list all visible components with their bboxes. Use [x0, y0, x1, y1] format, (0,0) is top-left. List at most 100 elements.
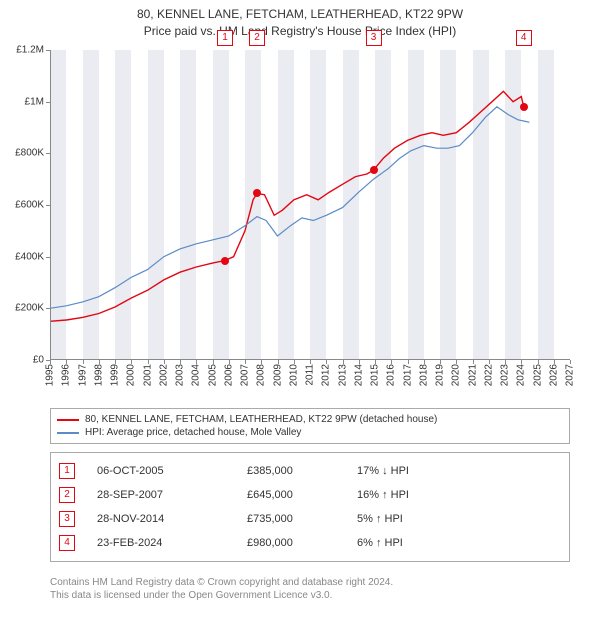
sale-flag: 3	[366, 30, 382, 46]
transaction-price: £735,000	[247, 513, 357, 525]
x-tick-mark	[196, 360, 197, 364]
footer-note: Contains HM Land Registry data © Crown c…	[50, 576, 570, 602]
x-tick-label: 2019	[435, 364, 446, 386]
x-tick-mark	[131, 360, 132, 364]
x-tick-mark	[99, 360, 100, 364]
x-tick-mark	[538, 360, 539, 364]
axis-border	[50, 50, 570, 360]
transaction-price: £645,000	[247, 489, 357, 501]
y-tick-label: £1M	[4, 96, 44, 107]
x-tick-label: 2009	[272, 364, 283, 386]
x-tick-mark	[424, 360, 425, 364]
transaction-date: 06-OCT-2005	[97, 465, 247, 477]
transaction-row: 4 23-FEB-2024£980,0006% ↑ HPI	[57, 531, 563, 555]
footer-line-2: This data is licensed under the Open Gov…	[50, 589, 570, 602]
x-tick-label: 2001	[142, 364, 153, 386]
x-tick-mark	[521, 360, 522, 364]
transaction-date: 28-SEP-2007	[97, 489, 247, 501]
legend-label: 80, KENNEL LANE, FETCHAM, LEATHERHEAD, K…	[85, 414, 437, 425]
x-tick-mark	[505, 360, 506, 364]
x-tick-label: 1998	[93, 364, 104, 386]
x-tick-mark	[570, 360, 571, 364]
y-tick-label: £1.2M	[4, 45, 44, 56]
x-tick-mark	[440, 360, 441, 364]
x-tick-label: 2013	[337, 364, 348, 386]
legend-row: 80, KENNEL LANE, FETCHAM, LEATHERHEAD, K…	[57, 413, 563, 426]
legend-row: HPI: Average price, detached house, Mole…	[57, 426, 563, 439]
x-tick-mark	[229, 360, 230, 364]
transaction-price: £385,000	[247, 465, 357, 477]
x-tick-label: 2014	[353, 364, 364, 386]
x-tick-mark	[180, 360, 181, 364]
chart-container: 80, KENNEL LANE, FETCHAM, LEATHERHEAD, K…	[0, 0, 600, 620]
sale-flag: 1	[217, 30, 233, 46]
x-tick-label: 2005	[207, 364, 218, 386]
y-tick-label: £600K	[4, 200, 44, 211]
transaction-date: 28-NOV-2014	[97, 513, 247, 525]
x-tick-mark	[213, 360, 214, 364]
transaction-row: 1 06-OCT-2005£385,00017% ↓ HPI	[57, 459, 563, 483]
x-tick-label: 2015	[370, 364, 381, 386]
transaction-diff: 16% ↑ HPI	[357, 489, 477, 501]
legend: 80, KENNEL LANE, FETCHAM, LEATHERHEAD, K…	[50, 408, 570, 444]
title-block: 80, KENNEL LANE, FETCHAM, LEATHERHEAD, K…	[0, 0, 600, 40]
x-tick-label: 2003	[175, 364, 186, 386]
x-tick-label: 2026	[548, 364, 559, 386]
title-line-2: Price paid vs. HM Land Registry's House …	[0, 23, 600, 40]
transaction-diff: 17% ↓ HPI	[357, 465, 477, 477]
x-tick-mark	[473, 360, 474, 364]
x-tick-label: 2016	[386, 364, 397, 386]
sale-flag: 2	[249, 30, 265, 46]
x-tick-label: 2006	[223, 364, 234, 386]
x-tick-label: 2017	[402, 364, 413, 386]
legend-swatch	[57, 419, 79, 421]
x-tick-label: 1997	[77, 364, 88, 386]
y-tick-label: £0	[4, 355, 44, 366]
x-tick-mark	[50, 360, 51, 364]
x-tick-label: 1999	[110, 364, 121, 386]
title-line-1: 80, KENNEL LANE, FETCHAM, LEATHERHEAD, K…	[0, 6, 600, 23]
chart-area: £0£200K£400K£600K£800K£1M£1.2M 199519961…	[50, 50, 570, 360]
x-tick-mark	[83, 360, 84, 364]
x-tick-mark	[489, 360, 490, 364]
x-tick-label: 2023	[500, 364, 511, 386]
footer-line-1: Contains HM Land Registry data © Crown c…	[50, 576, 570, 589]
x-tick-mark	[245, 360, 246, 364]
y-tick-label: £800K	[4, 148, 44, 159]
x-tick-mark	[310, 360, 311, 364]
x-tick-mark	[261, 360, 262, 364]
transaction-date: 23-FEB-2024	[97, 537, 247, 549]
x-tick-mark	[164, 360, 165, 364]
transaction-diff: 6% ↑ HPI	[357, 537, 477, 549]
transaction-diff: 5% ↑ HPI	[357, 513, 477, 525]
x-tick-label: 1996	[61, 364, 72, 386]
x-tick-label: 2011	[305, 364, 316, 386]
transaction-marker: 3	[59, 511, 75, 527]
x-tick-mark	[554, 360, 555, 364]
transaction-row: 2 28-SEP-2007£645,00016% ↑ HPI	[57, 483, 563, 507]
x-tick-label: 2018	[418, 364, 429, 386]
x-tick-label: 1995	[45, 364, 56, 386]
x-tick-mark	[408, 360, 409, 364]
x-tick-mark	[343, 360, 344, 364]
x-tick-mark	[456, 360, 457, 364]
x-tick-label: 2004	[191, 364, 202, 386]
y-tick-label: £200K	[4, 303, 44, 314]
x-tick-label: 2002	[158, 364, 169, 386]
x-tick-label: 2012	[321, 364, 332, 386]
legend-swatch	[57, 432, 79, 434]
x-tick-mark	[359, 360, 360, 364]
x-tick-mark	[66, 360, 67, 364]
x-tick-mark	[115, 360, 116, 364]
transaction-marker: 2	[59, 487, 75, 503]
x-tick-mark	[294, 360, 295, 364]
x-tick-label: 2010	[288, 364, 299, 386]
transaction-price: £980,000	[247, 537, 357, 549]
x-tick-label: 2025	[532, 364, 543, 386]
transaction-marker: 1	[59, 463, 75, 479]
x-tick-label: 2008	[256, 364, 267, 386]
transaction-row: 3 28-NOV-2014£735,0005% ↑ HPI	[57, 507, 563, 531]
x-tick-mark	[326, 360, 327, 364]
x-tick-label: 2021	[467, 364, 478, 386]
transaction-marker: 4	[59, 535, 75, 551]
